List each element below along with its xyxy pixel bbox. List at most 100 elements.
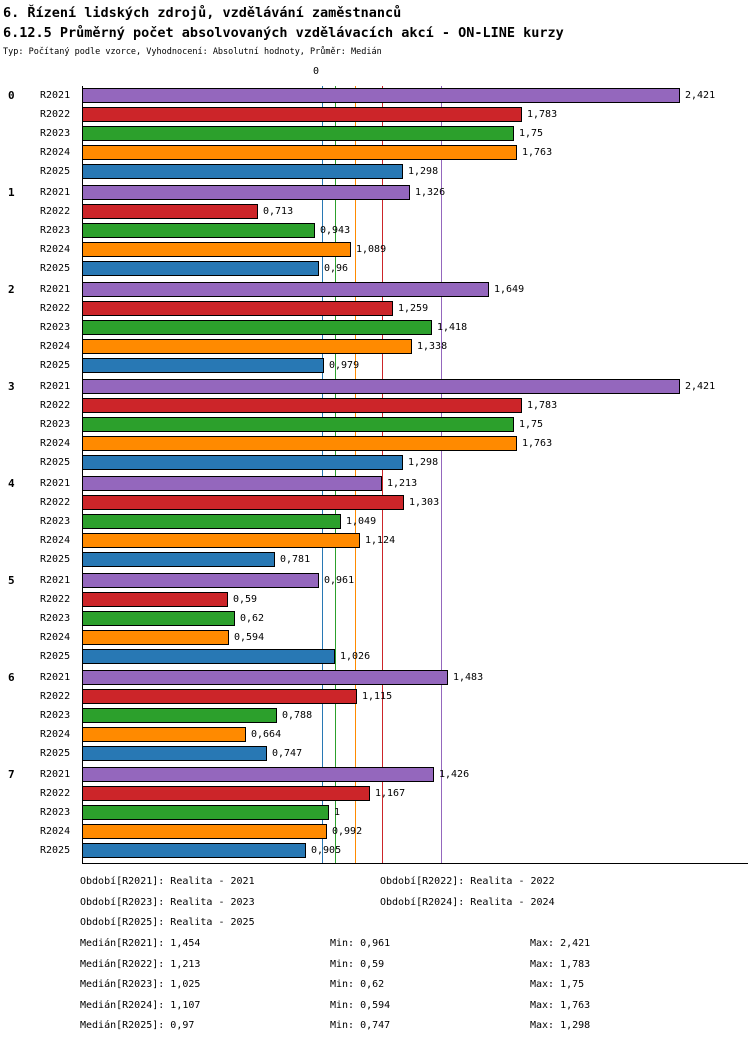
grouped-bar-chart: 0 R2021 2,421 R2022 1,783 R2023 1,75 R2024 1,763… (0, 86, 750, 864)
bar-r2023 (82, 611, 235, 626)
bar-r2022 (82, 786, 370, 801)
bar-r2022 (82, 689, 357, 704)
bar-r2021 (82, 185, 410, 200)
bar-value: 0,96 (324, 263, 349, 274)
stat-median: Medián[R2024]: 1,107 (80, 999, 201, 1011)
bar-value: 0,961 (324, 575, 355, 586)
series-label: R2021 (40, 284, 71, 295)
category-label: 2 (8, 283, 15, 296)
bar-r2025 (82, 261, 319, 276)
bar-value: 0,594 (234, 632, 265, 643)
stat-median: Medián[R2023]: 1,025 (80, 979, 201, 991)
chart-stats: Medián[R2021]: 1,454 Min: 0,961 Max: 2,421… (0, 938, 750, 1040)
bar-value: 1,115 (362, 691, 393, 702)
series-label: R2024 (40, 438, 71, 449)
bar-r2024 (82, 630, 229, 645)
bar-r2024 (82, 242, 351, 257)
bar-r2024 (82, 145, 517, 160)
series-label: R2023 (40, 419, 71, 430)
series-label: R2022 (40, 691, 71, 702)
bar-r2023 (82, 514, 341, 529)
bar-r2024 (82, 824, 327, 839)
category-label: 7 (8, 768, 15, 781)
bar-value: 1,213 (387, 478, 418, 489)
series-label: R2022 (40, 400, 71, 411)
bar-value: 0,62 (240, 613, 265, 624)
bar-value: 0,979 (329, 360, 360, 371)
bar-value: 1,418 (437, 322, 468, 333)
bar-value: 1,089 (356, 244, 387, 255)
series-label: R2023 (40, 710, 71, 721)
series-label: R2022 (40, 788, 71, 799)
series-label: R2021 (40, 90, 71, 101)
bar-value: 1,298 (408, 457, 439, 468)
bar-r2025 (82, 746, 267, 761)
category-label: 3 (8, 380, 15, 393)
series-label: R2023 (40, 322, 71, 333)
bar-r2024 (82, 339, 412, 354)
stat-min: Min: 0,747 (330, 1020, 391, 1032)
series-label: R2024 (40, 729, 71, 740)
bar-r2025 (82, 358, 324, 373)
series-label: R2024 (40, 341, 71, 352)
bar-value: 2,421 (685, 90, 716, 101)
bar-value: 0,59 (233, 594, 258, 605)
page-title: 6. Řízení lidských zdrojů, vzdělávání za… (3, 5, 402, 21)
bar-value: 0,747 (272, 748, 303, 759)
series-label: R2024 (40, 826, 71, 837)
bar-value: 0,713 (263, 206, 294, 217)
bar-r2022 (82, 301, 393, 316)
bar-value: 1,763 (522, 438, 553, 449)
bar-value: 0,943 (320, 225, 351, 236)
bar-r2021 (82, 670, 448, 685)
bar-r2022 (82, 592, 228, 607)
bar-value: 0,788 (282, 710, 313, 721)
bar-value: 1,326 (415, 187, 446, 198)
series-label: R2021 (40, 672, 71, 683)
bar-value: 1,483 (453, 672, 484, 683)
bar-r2025 (82, 649, 335, 664)
stat-median: Medián[R2025]: 0,97 (80, 1020, 195, 1032)
stat-min: Min: 0,59 (330, 958, 385, 970)
series-label: R2023 (40, 807, 71, 818)
median-line-r2025 (322, 86, 323, 863)
chart-subtitle: Typ: Počítaný podle vzorce, Vyhodnocení:… (3, 47, 382, 57)
series-label: R2025 (40, 554, 71, 565)
bar-value: 1,259 (398, 303, 429, 314)
bar-r2024 (82, 436, 517, 451)
bar-value: 0,992 (332, 826, 363, 837)
series-label: R2024 (40, 632, 71, 643)
category-label: 1 (8, 186, 15, 199)
series-label: R2025 (40, 651, 71, 662)
series-label: R2024 (40, 535, 71, 546)
bar-r2022 (82, 398, 522, 413)
median-line-r2022 (382, 86, 383, 863)
bar-value: 1,763 (522, 147, 553, 158)
bar-value: 1,298 (408, 166, 439, 177)
series-label: R2023 (40, 128, 71, 139)
stat-median: Medián[R2022]: 1,213 (80, 958, 201, 970)
category-label: 4 (8, 477, 15, 490)
median-line-r2023 (335, 86, 336, 863)
series-label: R2024 (40, 147, 71, 158)
chart-title: 6.12.5 Průměrný počet absolvovaných vzdě… (3, 25, 564, 41)
bar-r2022 (82, 204, 258, 219)
bar-r2022 (82, 107, 522, 122)
series-label: R2022 (40, 206, 71, 217)
legend-item: Období[R2024]: Realita - 2024 (380, 896, 555, 908)
bar-value: 1,75 (519, 419, 544, 430)
legend-item: Období[R2023]: Realita - 2023 (80, 896, 255, 908)
bar-r2023 (82, 126, 514, 141)
series-label: R2025 (40, 166, 71, 177)
series-label: R2021 (40, 575, 71, 586)
bar-value: 0,664 (251, 729, 282, 740)
bar-r2025 (82, 843, 306, 858)
bar-value: 1,649 (494, 284, 525, 295)
bar-value: 1,75 (519, 128, 544, 139)
series-label: R2021 (40, 381, 71, 392)
stat-max: Max: 1,783 (530, 958, 591, 970)
series-label: R2025 (40, 748, 71, 759)
category-label: 6 (8, 671, 15, 684)
bar-r2023 (82, 223, 315, 238)
